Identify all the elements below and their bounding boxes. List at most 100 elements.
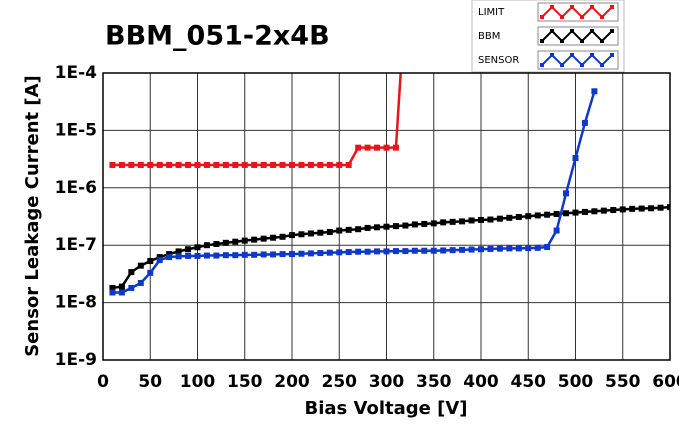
data-point — [515, 213, 522, 220]
data-point — [364, 224, 371, 231]
data-point — [355, 226, 362, 233]
data-point — [544, 211, 551, 218]
data-point — [194, 244, 201, 251]
data-point — [137, 161, 144, 168]
data-point — [260, 161, 267, 168]
data-point — [307, 161, 314, 168]
legend-marker — [600, 39, 604, 43]
data-point — [203, 161, 210, 168]
data-point — [468, 246, 475, 253]
data-point — [147, 258, 154, 265]
data-point — [279, 161, 286, 168]
y-tick-label: 1E-8 — [55, 293, 97, 313]
data-point — [572, 155, 579, 162]
data-point — [506, 214, 513, 221]
data-point — [430, 220, 437, 227]
legend-marker — [600, 63, 604, 67]
data-point — [270, 251, 277, 258]
data-point — [345, 249, 352, 256]
data-point — [648, 205, 655, 212]
data-point — [326, 249, 333, 256]
data-point — [307, 250, 314, 257]
data-point — [213, 240, 220, 247]
legend-marker — [580, 15, 584, 19]
data-point — [657, 204, 664, 211]
x-tick-label: 250 — [322, 372, 358, 392]
data-point — [591, 88, 598, 95]
x-tick-label: 200 — [274, 372, 310, 392]
data-point — [355, 144, 362, 151]
data-point — [525, 245, 532, 252]
data-point — [374, 224, 381, 231]
data-point — [440, 247, 447, 254]
data-point — [449, 247, 456, 254]
data-point — [487, 216, 494, 223]
data-point — [392, 248, 399, 255]
data-point — [374, 144, 381, 151]
data-point — [185, 252, 192, 259]
data-point — [402, 222, 409, 229]
data-point — [118, 283, 125, 290]
data-point — [241, 237, 248, 244]
data-point — [478, 216, 484, 223]
data-point — [600, 207, 607, 214]
data-point — [317, 250, 324, 257]
data-point — [411, 221, 418, 228]
x-tick-label: 100 — [180, 372, 216, 392]
data-point — [128, 161, 135, 168]
data-point — [213, 161, 220, 168]
legend-marker — [540, 15, 544, 19]
legend-marker — [590, 53, 594, 57]
data-point — [610, 207, 617, 214]
legend-marker — [580, 63, 584, 67]
data-point — [109, 289, 116, 296]
data-point — [185, 246, 192, 253]
legend-marker — [580, 39, 584, 43]
data-point — [364, 248, 371, 255]
data-point — [194, 252, 201, 259]
data-point — [591, 208, 598, 215]
data-point — [345, 161, 352, 168]
legend-marker — [610, 53, 614, 57]
plot-border — [102, 72, 671, 361]
data-point — [156, 161, 163, 168]
x-tick-label: 500 — [558, 372, 594, 392]
legend-marker — [590, 29, 594, 33]
x-axis-title: Bias Voltage [V] — [305, 398, 468, 419]
data-point — [222, 252, 229, 259]
legend-marker — [570, 29, 574, 33]
data-point — [506, 245, 513, 252]
data-point — [459, 246, 466, 253]
data-point — [175, 248, 182, 255]
data-point — [222, 161, 229, 168]
data-point — [185, 161, 192, 168]
data-point — [478, 246, 484, 253]
data-point — [270, 234, 277, 241]
data-point — [525, 213, 532, 220]
data-point — [515, 245, 522, 252]
data-point — [468, 217, 475, 224]
data-point — [137, 279, 144, 286]
data-point — [421, 247, 428, 254]
y-axis-title: Sensor Leakage Current [A] — [22, 75, 43, 357]
x-tick-label: 600 — [652, 372, 679, 392]
data-point — [203, 252, 210, 259]
data-point — [298, 161, 305, 168]
data-point — [109, 284, 116, 291]
data-point — [383, 144, 390, 151]
data-point — [317, 229, 324, 236]
data-point — [241, 161, 248, 168]
chart-title: BBM_051-2x4B — [105, 21, 330, 52]
data-point — [298, 231, 305, 238]
data-point — [364, 144, 371, 151]
data-point — [326, 228, 333, 235]
data-point — [232, 161, 239, 168]
data-point — [289, 161, 295, 168]
y-tick-label: 1E-5 — [55, 120, 97, 140]
data-point — [553, 227, 560, 234]
legend-marker — [540, 63, 544, 67]
data-point — [260, 235, 267, 242]
y-tick-label: 1E-6 — [55, 178, 97, 198]
legend-marker — [550, 29, 554, 33]
